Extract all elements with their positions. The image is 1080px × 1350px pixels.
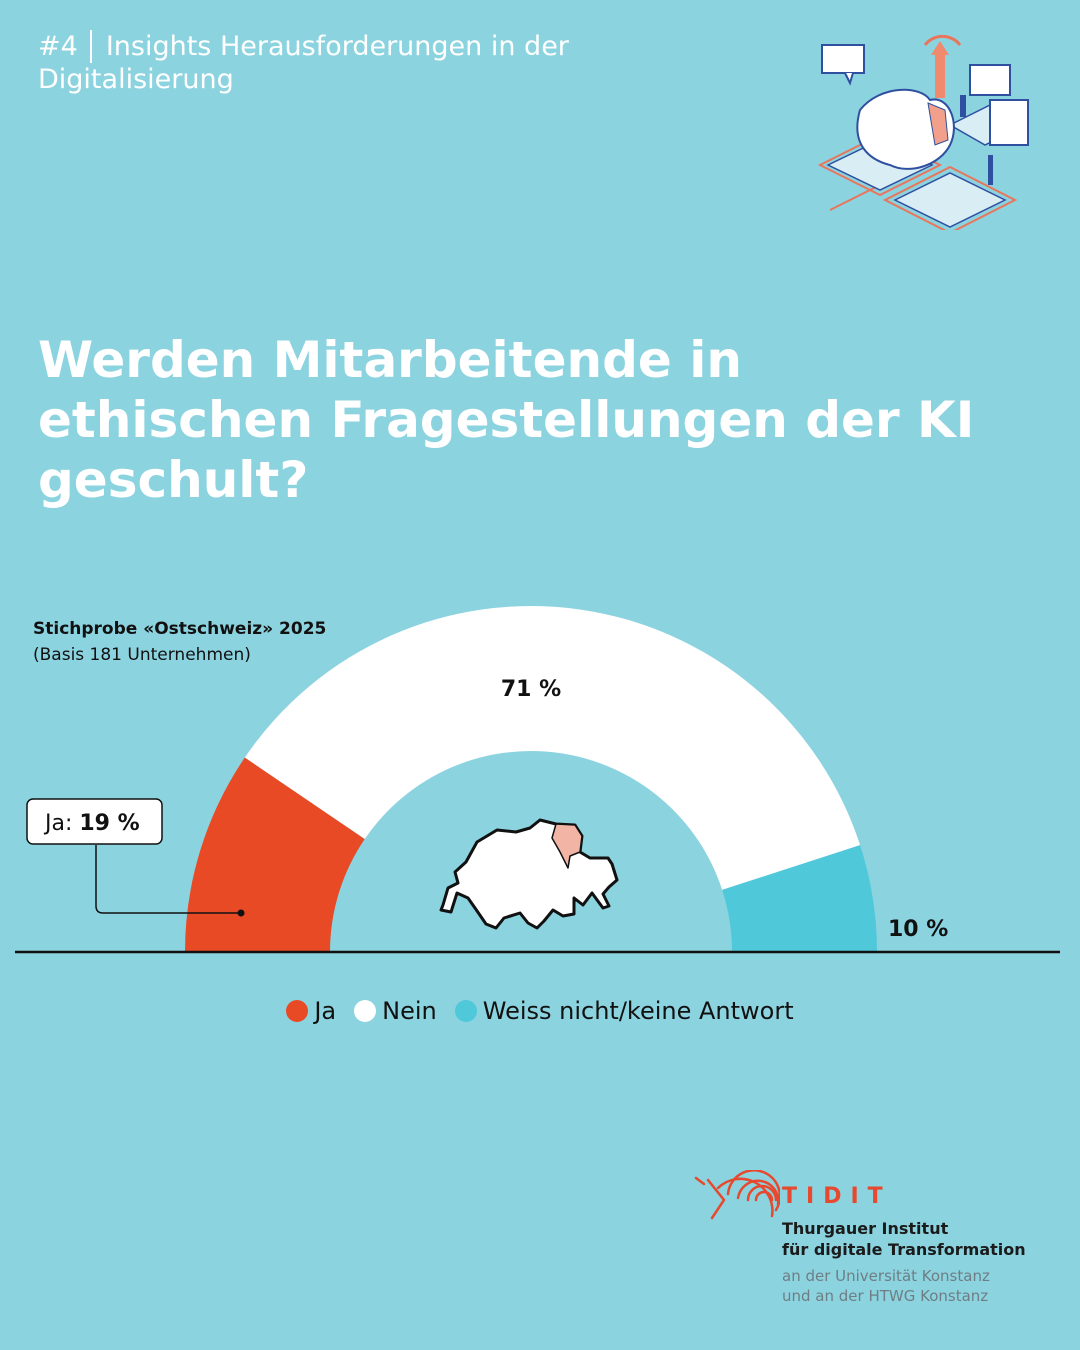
legend-dot-ja [286, 1000, 309, 1022]
question-line3: geschult? [38, 451, 309, 509]
switzerland-map-icon [439, 818, 619, 930]
logo-affiliation-line2: und an der HTWG Konstanz [782, 1287, 989, 1305]
logo-affiliation-line1: an der Universität Konstanz [782, 1267, 990, 1285]
callout-box [26, 798, 163, 845]
digitalisation-illustration-icon [817, 34, 1029, 230]
callout-label: Ja: 19 % [43, 811, 140, 836]
series-number: #4 [38, 30, 92, 63]
legend-label-nein: Nein [382, 997, 437, 1025]
chart-slices [185, 606, 877, 952]
legend-item-ja: Ja [286, 997, 336, 1025]
series-title-line1: Insights Herausforderungen in der [105, 31, 569, 62]
legend-dot-nein [354, 1000, 377, 1022]
logo-name-line1: Thurgauer Institut [782, 1219, 949, 1238]
question-title: Werden Mitarbeitende in ethischen Frages… [38, 330, 1038, 510]
slice-weiss-nicht [722, 845, 877, 952]
sample-title: Stichprobe «Ostschweiz» 2025 [33, 619, 327, 639]
tidit-logo: TIDIT Thurgauer Institut für digitale Tr… [690, 1170, 1050, 1310]
callout-value: 19 % [79, 811, 139, 836]
logo-affiliation: an der Universität Konstanz und an der H… [782, 1266, 1050, 1306]
question-line1: Werden Mitarbeitende in [38, 331, 742, 389]
logo-wordmark: TIDIT [782, 1184, 892, 1209]
chart-legend: Ja Nein Weiss nicht/keine Antwort [0, 997, 1080, 1025]
series-title-line2: Digitalisierung [38, 64, 234, 95]
legend-item-nein: Nein [354, 997, 437, 1025]
tidit-logo-icon [694, 1170, 780, 1220]
question-line2: ethischen Fragestellungen der KI [38, 391, 975, 449]
callout-prefix: Ja: [43, 811, 79, 836]
legend-label-weiss-nicht: Weiss nicht/keine Antwort [482, 997, 794, 1025]
data-label-weiss-nicht: 10 % [888, 917, 948, 942]
legend-label-ja: Ja [314, 997, 337, 1025]
legend-item-weiss-nicht: Weiss nicht/keine Antwort [454, 997, 794, 1025]
data-label-nein: 71 % [501, 677, 561, 702]
series-header: #4 Insights Herausforderungen in der Digi… [38, 30, 569, 96]
logo-name: Thurgauer Institut für digitale Transfor… [782, 1218, 1050, 1260]
sample-basis: (Basis 181 Unternehmen) [33, 645, 251, 665]
callout-leader-line [95, 845, 241, 914]
slice-ja [185, 757, 365, 952]
callout-dot [237, 909, 245, 917]
logo-name-line2: für digitale Transformation [782, 1240, 1026, 1259]
slice-nein [244, 606, 861, 890]
legend-dot-weiss-nicht [454, 1000, 477, 1022]
